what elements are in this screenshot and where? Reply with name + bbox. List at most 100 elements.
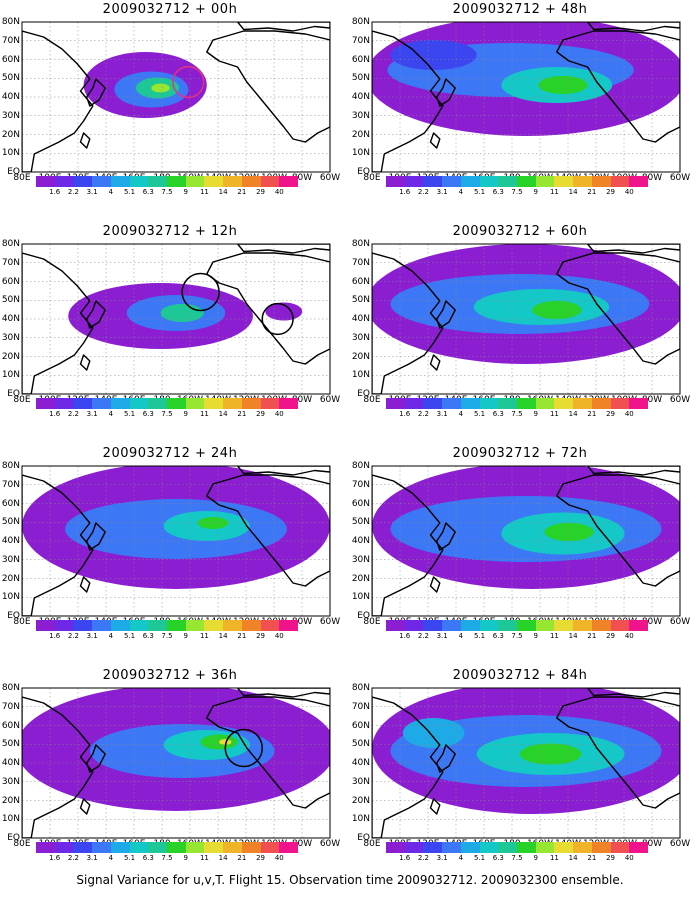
colorbar-label: 7.5 — [161, 188, 173, 196]
latitude-label: EQ — [7, 389, 20, 399]
variance-contour — [532, 301, 582, 319]
colorbar-label: 7.5 — [511, 632, 523, 640]
colorbar-swatch — [517, 620, 536, 631]
colorbar-label: 4 — [458, 854, 464, 862]
colorbar-swatch — [148, 398, 168, 409]
latitude-label: 80N — [1, 683, 20, 693]
colorbar-label: 29 — [256, 188, 266, 196]
latitude-label: 50N — [1, 517, 20, 528]
colorbar — [36, 842, 299, 853]
colorbar-swatch — [73, 620, 93, 631]
coastline — [429, 576, 441, 593]
colorbar-label: 3.1 — [86, 632, 98, 640]
latitude-label: 10N — [1, 814, 20, 825]
colorbar-label: 5.1 — [123, 854, 136, 862]
colorbar-labels: 1.6 2.2 3.1 4 5.1 6.3 7.5 9 11 14 21 29 40 — [36, 188, 298, 197]
colorbar-label: 9 — [183, 632, 188, 640]
colorbar-label: 9 — [183, 410, 188, 418]
colorbar-label: 3.1 — [86, 410, 98, 418]
colorbar-swatch — [129, 176, 149, 187]
latitude-label: 40N — [1, 92, 20, 102]
colorbar-label: 21 — [587, 188, 597, 196]
colorbar-swatch — [148, 176, 168, 187]
latitude-label: 60N — [1, 720, 20, 731]
colorbar-swatch — [279, 620, 299, 631]
colorbar-swatch — [92, 398, 111, 409]
latitude-label: 30N — [351, 776, 370, 787]
colorbar-swatch — [129, 842, 149, 853]
latitude-label: 60N — [351, 720, 370, 731]
longitude-label: 60W — [319, 839, 341, 849]
colorbar-label: 11 — [549, 410, 559, 418]
map-panel: 2009032712 + 48h 80N 70N 60N 50N 40N 30N 20N 10N… — [350, 0, 690, 215]
longitude-label: 80E — [13, 173, 31, 183]
colorbar-label: 7.5 — [511, 410, 523, 418]
latitude-label: 40N — [351, 758, 370, 768]
map-canvas — [21, 465, 331, 617]
colorbar-swatch — [204, 620, 224, 631]
colorbar-label: 11 — [199, 410, 209, 418]
colorbar-label: 29 — [606, 854, 616, 862]
map-frame — [371, 21, 681, 173]
colorbar-swatch — [591, 176, 611, 187]
colorbar-label: 3.1 — [436, 632, 448, 640]
colorbar-label: 2.2 — [417, 632, 429, 640]
colorbar-label: 5.1 — [473, 632, 486, 640]
colorbar-label: 6.3 — [492, 410, 504, 418]
map-panel: 2009032712 + 84h 80N 70N 60N 50N 40N 30N 20N 10N… — [350, 666, 690, 881]
colorbar-swatch — [279, 398, 299, 409]
longitude-label: 60W — [669, 173, 691, 183]
coastline — [586, 22, 680, 32]
colorbar-label: 2.2 — [417, 410, 429, 418]
variance-contour — [402, 718, 465, 748]
coastline — [556, 474, 680, 587]
map-frame — [371, 687, 681, 839]
colorbar-label: 1.6 — [399, 410, 411, 418]
latitude-label: 60N — [351, 54, 370, 65]
colorbar-swatch — [36, 398, 55, 409]
colorbar-labels: 1.6 2.2 3.1 4 5.1 6.3 7.5 9 11 14 21 29 40 — [36, 632, 298, 641]
colorbar-label: 9 — [533, 410, 538, 418]
latitude-label: 70N — [351, 479, 370, 490]
colorbar-swatch — [129, 620, 149, 631]
map-panel: 2009032712 + 60h 80N 70N 60N 50N 40N 30N 20N 10N… — [350, 222, 690, 437]
colorbar-swatch — [517, 842, 536, 853]
colorbar-swatch — [386, 398, 405, 409]
latitude-label: 80N — [1, 461, 20, 471]
colorbar-swatch — [36, 842, 55, 853]
colorbar-swatch — [591, 620, 611, 631]
colorbar-labels: 1.6 2.2 3.1 4 5.1 6.3 7.5 9 11 14 21 29 40 — [386, 632, 648, 641]
colorbar-swatch — [167, 176, 186, 187]
colorbar-label: 21 — [587, 854, 597, 862]
coastline — [85, 300, 106, 329]
colorbar-swatch — [223, 842, 242, 853]
coastline — [22, 696, 94, 838]
latitude-label: EQ — [7, 167, 20, 177]
colorbar-label: 9 — [183, 854, 188, 862]
colorbar-swatch — [260, 842, 280, 853]
colorbar-swatch — [148, 620, 168, 631]
latitude-label: 60N — [1, 54, 20, 65]
coastline — [556, 252, 680, 365]
latitude-label: 50N — [1, 295, 20, 306]
variance-contour — [197, 517, 229, 529]
colorbar-label: 3.1 — [86, 854, 98, 862]
colorbar — [386, 176, 649, 187]
colorbar-swatch — [73, 398, 93, 409]
colorbar — [36, 398, 299, 409]
colorbar-swatch — [185, 842, 205, 853]
colorbar-label: 11 — [549, 188, 559, 196]
colorbar-label: 6.3 — [142, 632, 154, 640]
latitude-label: 40N — [1, 536, 20, 546]
colorbar-label: 21 — [587, 632, 597, 640]
longitude-label: 80E — [13, 395, 31, 405]
longitude-label: 80W — [291, 617, 313, 627]
coastline — [586, 466, 680, 476]
longitude-label: 80E — [13, 839, 31, 849]
colorbar-label: 29 — [606, 632, 616, 640]
colorbar-label: 21 — [237, 632, 247, 640]
latitude-label: 20N — [351, 129, 370, 140]
colorbar-swatch — [54, 398, 74, 409]
longitude-label: 80W — [641, 395, 663, 405]
colorbar-label: 40 — [274, 632, 284, 640]
